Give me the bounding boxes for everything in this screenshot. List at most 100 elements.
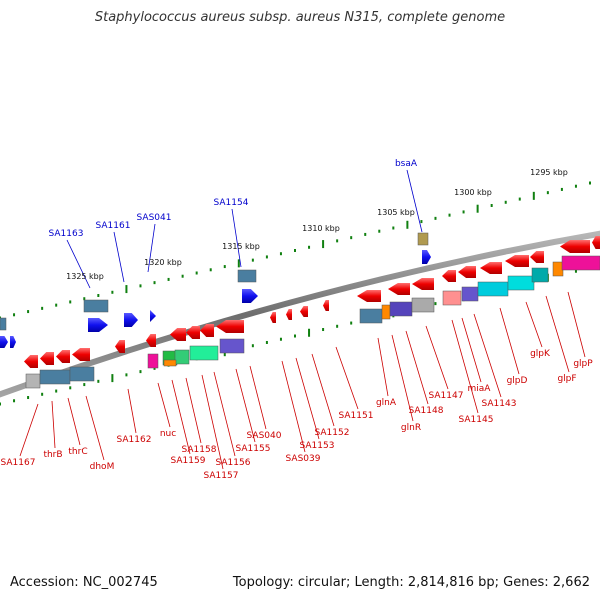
- minor-tick: [574, 184, 577, 188]
- forward-gene-arrow: [0, 336, 8, 348]
- gene-label-sa1158: SA1158: [182, 445, 217, 455]
- feature-box: [531, 267, 549, 283]
- feature-box: [477, 281, 509, 297]
- leader-line: [157, 382, 171, 428]
- minor-tick: [209, 268, 212, 272]
- minor-tick: [111, 290, 114, 294]
- minor-tick: [195, 271, 198, 275]
- page-title: Staphylococcus aureus subsp. aureus N315…: [94, 10, 506, 25]
- gene-label-sa1157: SA1157: [204, 471, 239, 481]
- minor-tick: [97, 379, 100, 383]
- feature-box: [39, 369, 71, 385]
- feature-box: [389, 301, 413, 317]
- minor-tick: [490, 204, 493, 207]
- leader-line: [231, 208, 242, 268]
- gene-label-sa1152: SA1152: [315, 428, 350, 438]
- leader-line: [525, 301, 543, 348]
- forward-gene-arrow: [242, 289, 258, 303]
- leader-line: [67, 397, 81, 446]
- leader-line: [185, 377, 202, 444]
- minor-tick: [589, 181, 591, 185]
- feature-box: [219, 338, 245, 354]
- reverse-gene-arrow: [115, 340, 125, 353]
- gene-label-sa1143: SA1143: [482, 399, 517, 409]
- label-leader-lines: [19, 169, 586, 470]
- reverse-gene-arrow: [170, 328, 186, 341]
- leader-line: [51, 400, 56, 449]
- forward-gene-arrow: [88, 318, 108, 332]
- gene-label-sa1154: SA1154: [214, 198, 249, 208]
- major-tick: [308, 328, 311, 337]
- reverse-gene-arrow: [505, 255, 529, 267]
- leader-line: [235, 368, 256, 443]
- minor-tick: [83, 383, 86, 387]
- forward-gene-arrow: [422, 250, 431, 264]
- feature-box: [174, 349, 190, 365]
- minor-tick: [448, 213, 451, 217]
- leader-line: [391, 334, 414, 422]
- reverse-gene-arrow: [216, 320, 244, 333]
- minor-tick: [69, 300, 72, 304]
- reverse-gene-arrow: [442, 270, 456, 282]
- minor-tick: [0, 402, 1, 406]
- leader-line: [201, 374, 224, 470]
- leader-line: [295, 357, 320, 440]
- leader-line: [405, 330, 429, 405]
- minor-tick: [125, 373, 128, 377]
- reverse-gene-arrow: [480, 262, 502, 274]
- leader-line: [213, 371, 236, 457]
- kbp-label: 1305 kbp: [377, 208, 415, 217]
- minor-tick: [420, 220, 423, 224]
- feature-box: [189, 345, 219, 361]
- kbp-label: 1325 kbp: [66, 272, 104, 281]
- reverse-gene-arrow: [300, 306, 308, 317]
- forward-gene-arrow: [10, 336, 16, 348]
- reverse-gene-arrow: [530, 251, 544, 263]
- feature-box: [237, 269, 257, 283]
- minor-tick: [153, 366, 156, 370]
- gene-label-sas040: SAS040: [247, 431, 282, 441]
- leader-line: [113, 231, 125, 283]
- feature-box: [552, 261, 564, 277]
- minor-tick: [434, 216, 437, 220]
- minor-tick: [41, 306, 44, 310]
- leader-line: [461, 317, 482, 383]
- gene-label-sa1155: SA1155: [236, 444, 271, 454]
- reverse-gene-arrow: [560, 240, 590, 253]
- reverse-gene-arrow: [146, 334, 156, 347]
- leader-line: [311, 353, 335, 427]
- gene-label-sa1167: SA1167: [1, 458, 36, 468]
- minor-tick: [13, 399, 16, 403]
- gene-label-sa1162: SA1162: [117, 435, 152, 445]
- reverse-gene-arrow: [286, 309, 292, 320]
- gene-label-sa1151: SA1151: [339, 411, 374, 421]
- accession-text: Accession: NC_002745: [10, 575, 158, 590]
- minor-tick: [560, 187, 563, 191]
- minor-tick: [294, 249, 296, 252]
- reverse-gene-arrow: [24, 355, 38, 368]
- leader-line: [281, 360, 306, 453]
- feature-box: [507, 275, 535, 291]
- gene-labels: 1295 kbp 1300 kbp 1305 kbp 1310 kbp 1315 kbp…: [1, 159, 594, 481]
- kbp-label: 1315 kbp: [222, 242, 260, 251]
- feature-box: [69, 366, 95, 382]
- minor-tick: [308, 245, 311, 249]
- gene-label-thrb: thrB: [43, 450, 62, 460]
- topology-text: Topology: circular; Length: 2,814,816 bp…: [232, 575, 590, 590]
- leader-line: [127, 388, 137, 434]
- leader-line: [85, 395, 105, 461]
- feature-box: [83, 299, 109, 313]
- minor-tick: [265, 255, 268, 259]
- minor-tick: [13, 313, 16, 317]
- gene-label-nuc: nuc: [160, 429, 176, 439]
- reverse-gene-arrow: [72, 348, 90, 361]
- leader-line: [171, 379, 191, 455]
- minor-tick: [223, 265, 226, 269]
- leader-line: [147, 223, 156, 273]
- gene-label-sa1161: SA1161: [96, 221, 131, 231]
- gene-arrows: [0, 236, 600, 368]
- gene-label-glpp: glpP: [573, 359, 593, 369]
- feature-box: [0, 317, 7, 331]
- minor-tick: [139, 284, 142, 288]
